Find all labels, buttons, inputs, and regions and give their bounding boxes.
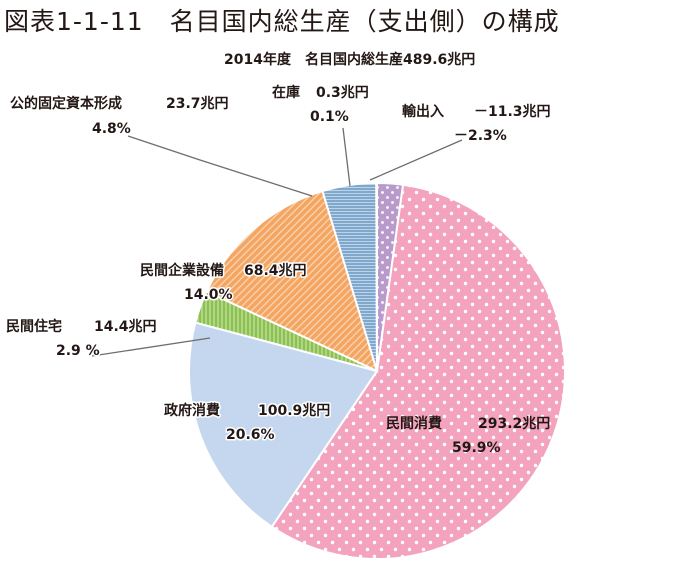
leader-line-zaiko: [342, 127, 351, 187]
slice-label-kigyo: 民間企業設備: [140, 262, 224, 279]
slice-label-seifu: 政府消費: [164, 402, 220, 419]
slice-label-minkan: 民間消費: [386, 415, 442, 432]
slice-value-jutaku: 14.4兆円: [94, 319, 157, 335]
slice-percent-minkan: 59.9%: [452, 440, 501, 456]
slice-percent-yushutsunyu: －2.3%: [454, 128, 507, 144]
slice-percent-koteki: 4.8%: [92, 121, 131, 137]
slice-value-koteki: 23.7兆円: [166, 96, 229, 112]
slice-percent-zaiko: 0.1%: [310, 109, 349, 125]
slice-value-minkan: 293.2兆円: [478, 416, 550, 432]
slice-percent-kigyo: 14.0%: [184, 287, 233, 303]
slice-value-yushutsunyu: －11.3兆円: [474, 104, 551, 120]
slice-percent-jutaku: 2.9 %: [56, 343, 100, 359]
chart-subtitle: 2014年度 名目国内総生産489.6兆円: [224, 51, 475, 68]
slice-label-jutaku: 民間住宅: [6, 318, 62, 335]
pie-slice-yushutsunyu: [376, 181, 405, 372]
leader-line-jutaku: [91, 337, 211, 357]
slice-value-seifu: 100.9兆円: [258, 403, 330, 419]
pie-slice-kigyo: [205, 189, 379, 373]
leader-line-yushutsunyu: [369, 139, 463, 181]
slice-label-yushutsunyu: 輸出入: [402, 103, 444, 120]
slice-label-zaiko: 在庫: [272, 84, 300, 101]
slice-label-koteki: 公的固定資本形成: [10, 95, 122, 112]
slice-value-zaiko: 0.3兆円: [316, 85, 369, 101]
chart-title: 図表1-1-11 名目国内総生産（支出側）の構成: [4, 7, 560, 36]
slice-percent-seifu: 20.6%: [226, 427, 275, 443]
slice-value-kigyo: 68.4兆円: [244, 263, 307, 279]
pie-slice-seifu: [188, 321, 379, 529]
leader-line-koteki: [127, 135, 313, 197]
pie-slice-minkan: [270, 183, 566, 560]
